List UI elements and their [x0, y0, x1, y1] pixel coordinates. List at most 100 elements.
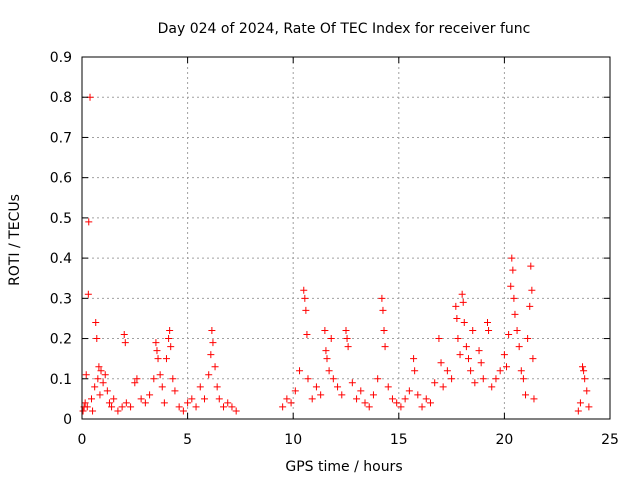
- data-point: [496, 367, 504, 375]
- data-point: [215, 395, 223, 403]
- data-point: [208, 327, 216, 335]
- data-point: [515, 343, 523, 351]
- data-point: [517, 367, 525, 375]
- data-point: [509, 266, 517, 274]
- y-tick-label: 0.2: [50, 332, 72, 348]
- data-point: [165, 335, 173, 343]
- x-tick-label: 5: [183, 432, 192, 448]
- data-point: [200, 395, 208, 403]
- data-point: [88, 395, 96, 403]
- data-point: [527, 262, 535, 270]
- axis-ticks: 0 0.1 0.2 0.3 0.4 0.5 0.6 0.7 0.8 0.9 0 5 10 15 20 25: [50, 50, 619, 448]
- plot-frame: [81, 56, 611, 420]
- y-axis-label: ROTI / TECUs: [7, 194, 23, 286]
- data-point: [188, 395, 196, 403]
- data-point: [121, 339, 129, 347]
- data-point: [380, 327, 388, 335]
- data-point: [120, 331, 128, 339]
- data-point: [526, 302, 534, 310]
- data-point: [279, 403, 287, 411]
- data-point: [365, 403, 373, 411]
- data-point: [448, 375, 456, 383]
- data-point: [488, 383, 496, 391]
- data-point: [287, 399, 295, 407]
- data-point: [97, 367, 105, 375]
- data-point: [426, 399, 434, 407]
- data-point: [456, 351, 464, 359]
- data-point: [154, 355, 162, 363]
- data-point: [141, 399, 149, 407]
- data-point: [103, 387, 111, 395]
- data-point: [220, 403, 228, 411]
- data-point: [175, 403, 183, 411]
- data-point: [467, 367, 475, 375]
- data-point: [393, 399, 401, 407]
- grid: [82, 57, 610, 419]
- y-tick-label: 0.4: [50, 251, 72, 267]
- scatter-series: [79, 93, 593, 415]
- data-point: [101, 371, 109, 379]
- data-point: [471, 379, 479, 387]
- data-point: [443, 367, 451, 375]
- data-point: [576, 399, 584, 407]
- data-point: [153, 347, 161, 355]
- data-point: [529, 355, 537, 363]
- data-point: [81, 399, 89, 407]
- data-point: [397, 403, 405, 411]
- data-point: [283, 395, 291, 403]
- data-point: [160, 399, 168, 407]
- data-point: [528, 286, 536, 294]
- data-point: [82, 371, 90, 379]
- chart-title: Day 024 of 2024, Rate Of TEC Index for r…: [158, 21, 531, 37]
- data-point: [388, 395, 396, 403]
- data-point: [133, 375, 141, 383]
- data-point: [99, 379, 107, 387]
- data-point: [410, 355, 418, 363]
- data-point: [94, 375, 102, 383]
- data-point: [312, 383, 320, 391]
- data-point: [166, 327, 174, 335]
- data-point: [327, 335, 335, 343]
- data-point: [522, 391, 530, 399]
- data-point: [503, 363, 511, 371]
- data-point: [228, 403, 236, 411]
- y-tick-label: 0.7: [50, 130, 72, 146]
- y-tick-label: 0.6: [50, 171, 72, 187]
- data-point: [418, 403, 426, 411]
- data-point: [343, 335, 351, 343]
- data-point: [224, 399, 232, 407]
- x-tick-label: 0: [78, 432, 87, 448]
- data-point: [179, 407, 187, 415]
- data-point: [158, 383, 166, 391]
- data-point: [378, 294, 386, 302]
- data-point: [583, 387, 591, 395]
- data-point: [171, 387, 179, 395]
- data-point: [401, 395, 409, 403]
- data-point: [95, 363, 103, 371]
- y-tick-label: 0.1: [50, 372, 72, 388]
- data-point: [323, 355, 331, 363]
- data-point: [353, 395, 361, 403]
- x-tick-label: 20: [495, 432, 513, 448]
- data-point: [150, 375, 158, 383]
- data-point: [83, 403, 91, 411]
- data-point: [580, 367, 588, 375]
- data-point: [196, 383, 204, 391]
- data-point: [475, 347, 483, 355]
- data-point: [122, 399, 130, 407]
- data-point: [184, 399, 192, 407]
- data-point: [232, 407, 240, 415]
- data-point: [524, 335, 532, 343]
- data-point: [89, 407, 97, 415]
- data-point: [479, 375, 487, 383]
- y-tick-label: 0.3: [50, 291, 72, 307]
- data-point: [458, 290, 466, 298]
- data-point: [329, 375, 337, 383]
- data-point: [304, 375, 312, 383]
- data-point: [374, 375, 382, 383]
- y-tick-label: 0.9: [50, 50, 72, 66]
- data-point: [507, 282, 515, 290]
- data-point: [137, 395, 145, 403]
- data-point: [192, 403, 200, 411]
- data-point: [338, 391, 346, 399]
